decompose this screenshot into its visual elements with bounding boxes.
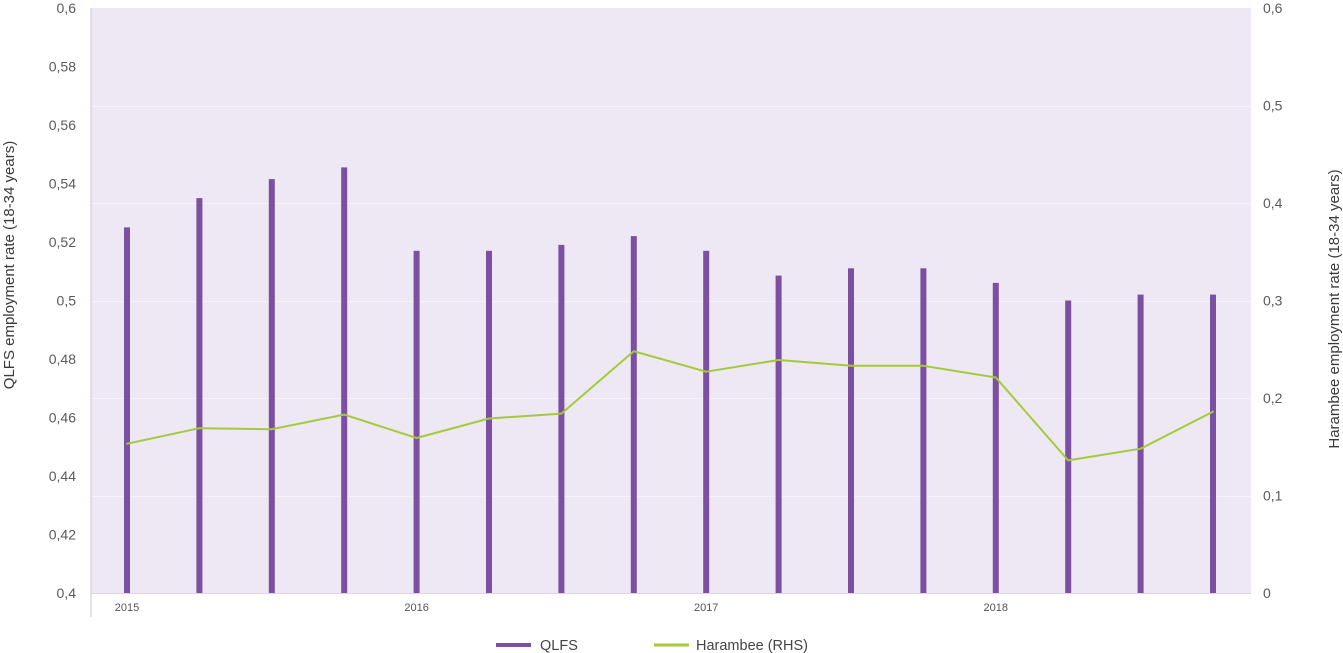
qlfs-bar <box>196 198 203 593</box>
x-tick-label: 2017 <box>694 602 718 614</box>
y-tick-label: 0,56 <box>49 117 76 133</box>
qlfs-bar <box>413 250 420 594</box>
harambee-point <box>560 412 563 415</box>
y-tick-label: 0,52 <box>49 234 76 250</box>
qlfs-bar <box>630 236 637 593</box>
y-tick-label: 0,4 <box>57 585 77 601</box>
harambee-point <box>922 364 925 367</box>
qlfs-bar <box>1137 294 1144 593</box>
harambee-point <box>1067 459 1070 462</box>
y2-axis-title: Harambee employment rate (18-34 years) <box>1326 169 1343 448</box>
qlfs-bar <box>703 250 710 594</box>
x-axis-ticks: 2015 2016 2017 2018 <box>115 602 1008 614</box>
harambee-line <box>126 350 1214 462</box>
qlfs-bar <box>558 244 565 593</box>
x-tick-label: 2016 <box>404 602 428 614</box>
y2-tick-label: 0 <box>1263 585 1271 601</box>
legend-item-qlfs: QLFS <box>496 638 578 653</box>
legend-label-qlfs: QLFS <box>540 638 578 653</box>
harambee-point <box>850 364 852 367</box>
qlfs-bar <box>1210 294 1216 593</box>
y-tick-label: 0,54 <box>49 176 76 192</box>
y-tick-label: 0,6 <box>57 0 77 16</box>
y2-axis-ticks: 0 0,1 0,2 0,3 0,4 0,5 0,6 <box>1263 0 1283 601</box>
harambee-point <box>632 350 635 353</box>
harambee-point <box>270 428 273 431</box>
y2-tick-label: 0,4 <box>1263 195 1283 211</box>
y-axis-ticks: 0,4 0,42 0,44 0,46 0,48 0,5 0,52 0,54 0,56 0,58 0,… <box>49 0 76 601</box>
qlfs-bar <box>848 268 854 593</box>
y2-tick-label: 0,1 <box>1263 488 1283 504</box>
gridlines <box>91 106 1251 497</box>
qlfs-bar <box>341 167 348 593</box>
legend-label-harambee: Harambee (RHS) <box>696 638 808 653</box>
harambee-point <box>488 417 490 420</box>
y-tick-label: 0,5 <box>57 293 77 309</box>
harambee-point <box>994 376 997 379</box>
harambee-point <box>126 442 128 445</box>
y2-tick-label: 0,3 <box>1263 293 1283 309</box>
qlfs-bar <box>920 268 927 593</box>
y-tick-label: 0,58 <box>49 59 76 75</box>
y-tick-label: 0,44 <box>49 468 76 484</box>
y2-tick-label: 0,2 <box>1263 390 1283 406</box>
qlfs-bar <box>992 282 999 593</box>
y2-tick-label: 0,5 <box>1263 98 1283 114</box>
harambee-point <box>1212 410 1214 413</box>
y-tick-label: 0,42 <box>49 527 76 543</box>
harambee-point <box>777 359 780 361</box>
harambee-point <box>705 370 708 373</box>
qlfs-bar <box>775 275 782 593</box>
x-tick-label: 2015 <box>115 602 139 614</box>
qlfs-bar <box>124 227 130 593</box>
qlfs-bar <box>268 179 275 593</box>
harambee-point <box>1139 447 1142 450</box>
y-axis-title: QLFS employment rate (18-34 years) <box>1 141 18 389</box>
qlfs-bar <box>1065 300 1072 593</box>
y-tick-label: 0,46 <box>49 410 76 426</box>
plot-area <box>91 8 1251 593</box>
x-tick-label: 2018 <box>984 602 1008 614</box>
harambee-point <box>343 413 346 416</box>
qlfs-bars <box>124 167 1216 594</box>
qlfs-bar <box>486 250 492 594</box>
harambee-point <box>415 437 418 439</box>
harambee-series <box>126 350 1214 462</box>
y2-tick-label: 0,6 <box>1263 0 1283 16</box>
legend-item-harambee: Harambee (RHS) <box>654 638 808 653</box>
harambee-point <box>198 427 201 430</box>
legend: QLFS Harambee (RHS) <box>496 638 808 653</box>
y-tick-label: 0,48 <box>49 351 76 367</box>
